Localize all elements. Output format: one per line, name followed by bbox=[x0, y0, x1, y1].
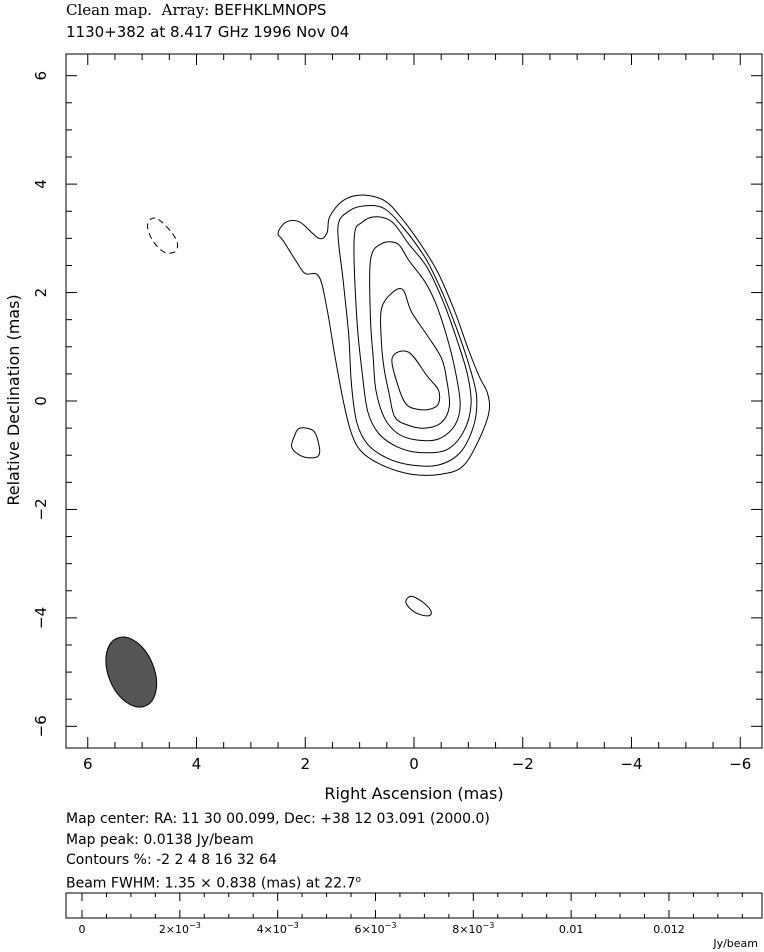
beam-ellipse bbox=[105, 636, 158, 708]
colorbar-tick-label: 0.01 bbox=[559, 923, 584, 936]
y-axis-label: Relative Declination (mas) bbox=[4, 294, 23, 505]
map-center-info: Map center: RA: 11 30 00.099, Dec: +38 1… bbox=[66, 811, 490, 827]
colorbar-tick-label: 0 bbox=[79, 923, 86, 936]
contour-line bbox=[405, 595, 432, 617]
x-axis-label: Right Ascension (mas) bbox=[324, 784, 503, 803]
contour-line bbox=[391, 350, 441, 411]
map-peak-info: Map peak: 0.0138 Jy/beam bbox=[66, 832, 254, 848]
y-tick-label: −2 bbox=[32, 498, 50, 520]
degree-symbol: o bbox=[355, 875, 361, 885]
beam-fwhm-text: Beam FWHM: 1.35 × 0.838 (mas) at 22.7 bbox=[66, 875, 356, 892]
colorbar-tick-label: 4×10−3 bbox=[257, 921, 299, 936]
y-tick-label: 0 bbox=[32, 396, 50, 406]
y-tick-label: 6 bbox=[32, 71, 50, 81]
contour-line bbox=[277, 194, 491, 476]
colorbar-unit: Jy/beam bbox=[712, 937, 758, 950]
plot-frame bbox=[65, 53, 763, 749]
x-tick-label: −4 bbox=[620, 755, 642, 773]
contour-line bbox=[353, 216, 472, 454]
chart-title: Clean map. Array: BEFHKLMNOPS bbox=[66, 3, 326, 18]
colorbar bbox=[65, 892, 763, 919]
x-tick-label: 0 bbox=[409, 755, 419, 773]
y-tick-label: −4 bbox=[32, 607, 50, 629]
contour-line bbox=[379, 288, 451, 429]
colorbar-tick-label: 6×10−3 bbox=[354, 921, 396, 936]
y-tick-label: −6 bbox=[32, 715, 50, 737]
x-tick-label: −6 bbox=[729, 755, 751, 773]
x-tick-label: −2 bbox=[512, 755, 534, 773]
colorbar-tick-label: 2×10−3 bbox=[159, 921, 201, 936]
chart-subtitle: 1130+382 at 8.417 GHz 1996 Nov 04 bbox=[66, 23, 350, 41]
x-tick-label: 4 bbox=[192, 755, 202, 773]
x-tick-label: 2 bbox=[300, 755, 310, 773]
contour-line bbox=[369, 241, 461, 442]
beam-fwhm-info: Beam FWHM: 1.35 × 0.838 (mas) at 22.7o bbox=[66, 873, 361, 891]
colorbar-tick-label: 0.012 bbox=[653, 923, 685, 936]
contour-levels-info: Contours %: -2 2 4 8 16 32 64 bbox=[66, 852, 277, 868]
x-tick-label: 6 bbox=[83, 755, 93, 773]
title-prefix: Clean map. bbox=[66, 1, 153, 19]
array-label: Array: bbox=[161, 1, 210, 19]
y-tick-label: 2 bbox=[32, 288, 50, 298]
contour-line bbox=[291, 427, 321, 459]
colorbar-tick-label: 8×10−3 bbox=[452, 921, 494, 936]
array-value: BEFHKLMNOPS bbox=[214, 1, 327, 19]
y-tick-label: 4 bbox=[32, 179, 50, 189]
contour-line bbox=[337, 205, 478, 467]
negative-contour bbox=[146, 217, 179, 254]
